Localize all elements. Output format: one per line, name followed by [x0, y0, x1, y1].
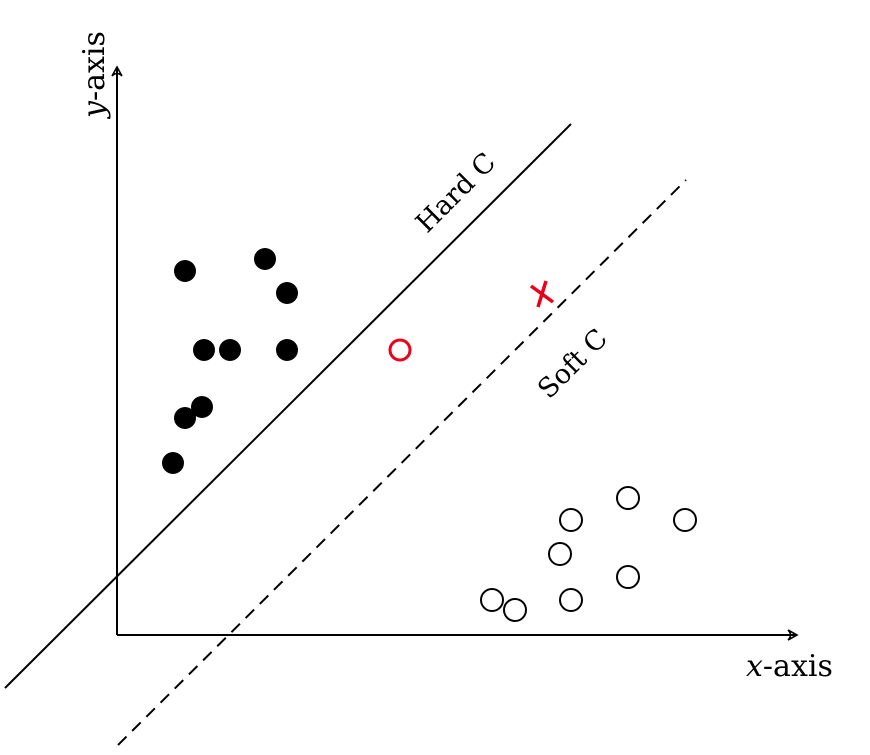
class-a-point: [276, 339, 298, 361]
y-axis-label-var: y: [77, 100, 112, 120]
class-a-point: [276, 282, 298, 304]
class-b-points: [480, 486, 697, 622]
class-a-point: [254, 248, 276, 270]
x-axis-label: x-axis: [746, 649, 833, 684]
class-b-point: [503, 598, 527, 622]
class-b-point: [616, 486, 640, 510]
highlight-cross-point: [529, 280, 555, 308]
soft-c-line: [117, 179, 687, 746]
soft-c-label: Soft C: [532, 323, 614, 405]
y-axis-label-suffix: -axis: [77, 31, 112, 101]
class-b-point: [559, 588, 583, 612]
class-a-points: [162, 248, 298, 474]
class-b-point: [616, 565, 640, 589]
class-a-point: [219, 339, 241, 361]
class-a-point: [174, 407, 196, 429]
class-a-point: [193, 339, 215, 361]
x-axis-label-var: x: [746, 649, 763, 684]
class-b-point: [548, 542, 572, 566]
class-a-point: [162, 452, 184, 474]
highlight-circle-point: [388, 338, 412, 362]
class-b-point: [480, 588, 504, 612]
hard-c-line: [4, 123, 572, 689]
hard-c-label: Hard C: [410, 147, 502, 239]
class-a-point: [174, 260, 196, 282]
class-b-point: [559, 508, 583, 532]
class-a-point: [191, 396, 213, 418]
y-axis-label: y-axis: [77, 31, 112, 120]
axes: [111, 65, 799, 641]
class-b-point: [673, 508, 697, 532]
x-axis-label-suffix: -axis: [763, 649, 833, 684]
